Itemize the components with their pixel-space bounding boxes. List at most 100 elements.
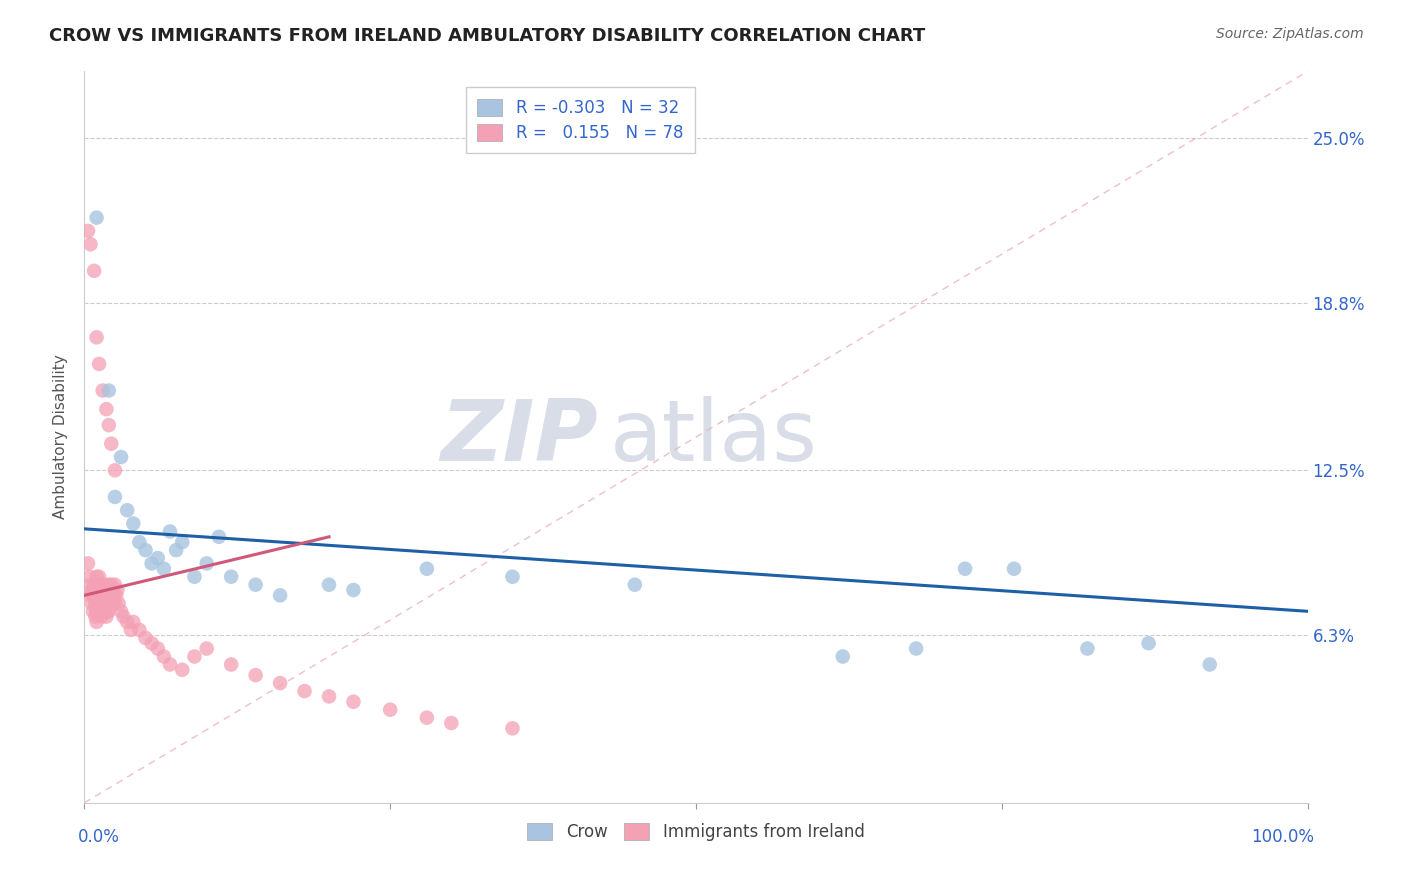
Point [104, 596, 127, 610]
Point [294, 684, 316, 698]
Point [79, 237, 101, 252]
Point [105, 582, 128, 597]
Point [318, 690, 340, 704]
Point [104, 577, 127, 591]
Point [86, 211, 108, 225]
Point [1137, 636, 1160, 650]
Point [93, 582, 115, 597]
Point [1198, 657, 1220, 672]
Point [90, 596, 112, 610]
Point [624, 577, 647, 591]
Point [96, 609, 118, 624]
Point [80, 582, 103, 597]
Point [905, 641, 928, 656]
Point [91, 577, 114, 591]
Point [107, 596, 129, 610]
Point [159, 524, 181, 539]
Y-axis label: Ambulatory Disability: Ambulatory Disability [53, 355, 69, 519]
Point [120, 623, 142, 637]
Point [97, 418, 120, 433]
Point [96, 596, 118, 610]
Point [97, 588, 120, 602]
Point [269, 676, 291, 690]
Point [91, 604, 114, 618]
Point [86, 588, 108, 602]
Point [183, 649, 205, 664]
Point [153, 649, 176, 664]
Point [269, 588, 291, 602]
Point [165, 543, 187, 558]
Point [80, 596, 103, 610]
Point [97, 604, 120, 618]
Text: ZIP: ZIP [440, 395, 598, 479]
Point [219, 657, 242, 672]
Point [97, 588, 120, 602]
Point [146, 641, 169, 656]
Point [135, 543, 157, 558]
Point [77, 557, 100, 571]
Point [219, 570, 242, 584]
Point [146, 551, 169, 566]
Point [93, 596, 115, 610]
Point [122, 615, 145, 629]
Point [416, 711, 439, 725]
Text: CROW VS IMMIGRANTS FROM IRELAND AMBULATORY DISABILITY CORRELATION CHART: CROW VS IMMIGRANTS FROM IRELAND AMBULATO… [49, 27, 925, 45]
Point [122, 516, 145, 531]
Point [83, 264, 105, 278]
Point [89, 588, 111, 602]
Point [98, 596, 121, 610]
Point [195, 641, 218, 656]
Point [104, 490, 127, 504]
Point [195, 557, 218, 571]
Point [104, 463, 127, 477]
Point [82, 588, 104, 602]
Point [89, 604, 111, 618]
Point [103, 588, 125, 602]
Point [87, 577, 110, 591]
Point [105, 588, 128, 602]
Text: 0.0%: 0.0% [79, 829, 120, 847]
Point [183, 570, 205, 584]
Point [172, 663, 194, 677]
Point [1076, 641, 1098, 656]
Point [91, 384, 114, 398]
Point [416, 562, 439, 576]
Point [100, 577, 122, 591]
Point [101, 582, 124, 597]
Point [77, 224, 100, 238]
Point [89, 577, 111, 591]
Point [135, 631, 157, 645]
Point [96, 402, 118, 417]
Point [110, 604, 132, 618]
Point [208, 530, 231, 544]
Point [502, 570, 524, 584]
Point [90, 609, 112, 624]
Point [953, 562, 976, 576]
Point [83, 588, 105, 602]
Point [440, 716, 463, 731]
Point [79, 577, 101, 591]
Point [141, 636, 163, 650]
Point [94, 588, 117, 602]
Point [86, 570, 108, 584]
Point [100, 588, 122, 602]
Point [91, 588, 114, 602]
Point [87, 582, 110, 597]
Point [87, 357, 110, 371]
Point [77, 570, 100, 584]
Point [79, 588, 101, 602]
Point [100, 436, 122, 450]
Point [94, 577, 117, 591]
Point [128, 623, 150, 637]
Legend: Crow, Immigrants from Ireland: Crow, Immigrants from Ireland [519, 814, 873, 849]
Point [380, 703, 402, 717]
Point [172, 535, 194, 549]
Point [87, 593, 110, 607]
Point [128, 535, 150, 549]
Point [245, 668, 267, 682]
Point [86, 330, 108, 344]
Point [115, 503, 138, 517]
Text: 100.0%: 100.0% [1251, 829, 1313, 847]
Point [318, 577, 340, 591]
Point [112, 609, 135, 624]
